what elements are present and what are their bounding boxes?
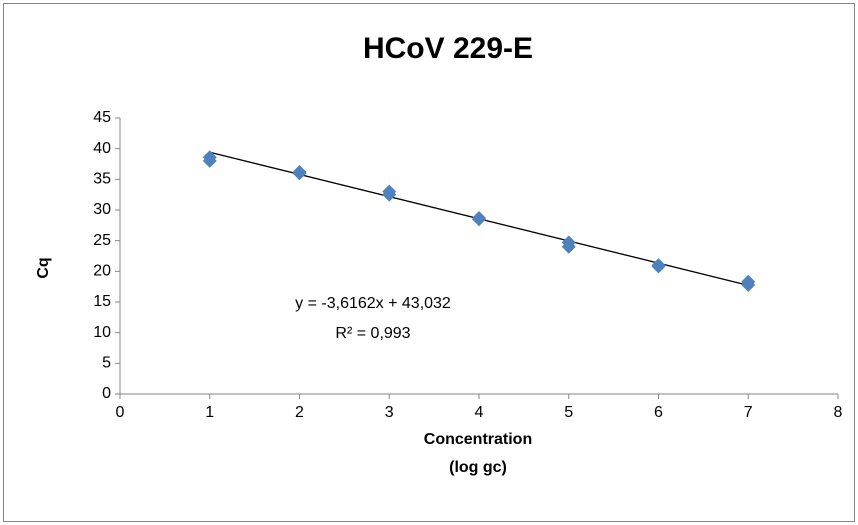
x-tick-label: 3 xyxy=(385,404,394,421)
data-point xyxy=(741,274,756,289)
y-tick-label: 35 xyxy=(93,171,111,188)
y-tick-label: 25 xyxy=(93,232,111,249)
x-tick-label: 2 xyxy=(295,404,304,421)
y-tick-label: 40 xyxy=(93,140,111,157)
y-tick-label: 10 xyxy=(93,324,111,341)
x-tick-label: 8 xyxy=(834,404,843,421)
y-tick-label: 30 xyxy=(93,201,111,218)
y-tick-label: 5 xyxy=(102,355,111,372)
data-point xyxy=(651,258,666,273)
chart-border xyxy=(3,3,855,522)
y-tick-label: 45 xyxy=(93,109,111,126)
y-tick-label: 15 xyxy=(93,293,111,310)
y-tick-label: 20 xyxy=(93,263,111,280)
y-axis-label: Cq xyxy=(35,257,52,278)
x-axis-label: Concentration xyxy=(424,431,532,448)
x-tick-label: 1 xyxy=(205,404,214,421)
x-tick-label: 6 xyxy=(654,404,663,421)
x-tick-label: 7 xyxy=(744,404,753,421)
data-point xyxy=(292,164,307,179)
trendline-r-squared: R² = 0,993 xyxy=(335,325,410,342)
x-tick-label: 5 xyxy=(564,404,573,421)
x-axis-label-sub: (log gc) xyxy=(449,459,507,476)
data-point xyxy=(202,150,217,165)
data-point xyxy=(561,235,576,250)
x-tick-label: 0 xyxy=(116,404,125,421)
trendline-equation: y = -3,6162x + 43,032 xyxy=(295,295,451,312)
y-tick-label: 0 xyxy=(102,385,111,402)
data-point xyxy=(472,210,486,225)
x-tick-label: 4 xyxy=(475,404,484,421)
data-point xyxy=(382,184,397,199)
chart-title: HCoV 229-E xyxy=(363,32,533,65)
